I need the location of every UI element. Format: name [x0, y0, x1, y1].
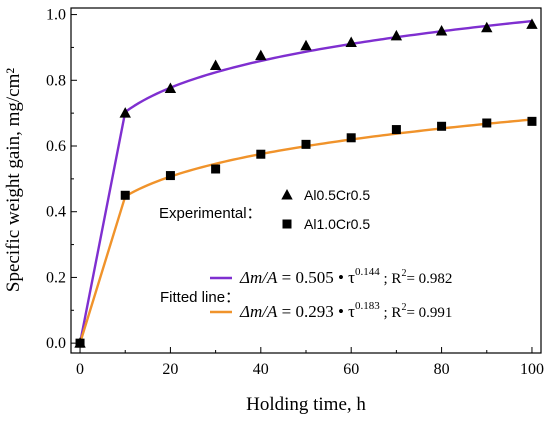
x-axis-label: Holding time, h: [246, 394, 366, 415]
marker-al0-5cr0-5: [435, 25, 448, 36]
marker-al1-0cr0-5: [120, 190, 130, 200]
fit-line-1: [78, 19, 533, 344]
x-tick-label: 40: [253, 361, 269, 378]
legend-square-icon: [282, 219, 292, 229]
marker-al1-0cr0-5: [527, 116, 537, 126]
fit-exponent: 0.183: [355, 300, 380, 312]
fit-lines: [78, 19, 533, 344]
x-tick-label: 80: [434, 361, 450, 378]
legend-fitted-label: Fitted line：: [160, 289, 240, 306]
legend-fit-equation-1: Δm/A = 0.505 • τ0.144 ; R2= 0.982: [239, 266, 452, 287]
legend-series-label: Al0.5Cr0.5: [304, 187, 370, 203]
legend-series-label: Al1.0Cr0.5: [304, 216, 370, 232]
fit-exponent: 0.144: [355, 266, 380, 278]
legend: Experimental： Al0.5Cr0.5 Al1.0Cr0.5 Fitte…: [159, 187, 452, 321]
marker-al0-5cr0-5: [345, 36, 357, 47]
marker-al0-5cr0-5: [481, 21, 493, 33]
marker-al0-5cr0-5: [526, 18, 538, 29]
fit-coefficient: = 0.293 • τ: [277, 302, 355, 321]
fit-lhs: Δm/A: [239, 302, 278, 321]
marker-al1-0cr0-5: [211, 164, 221, 174]
data-markers: [74, 18, 538, 348]
x-tick-label: 20: [162, 361, 178, 378]
fit-r2-superscript: 2: [401, 268, 406, 279]
marker-al0-5cr0-5: [164, 82, 177, 93]
marker-al1-0cr0-5: [75, 338, 85, 348]
fit-coefficient: = 0.505 • τ: [277, 268, 355, 287]
marker-al0-5cr0-5: [300, 39, 312, 51]
marker-al1-0cr0-5: [165, 171, 175, 181]
fit-lhs: Δm/A: [239, 268, 278, 287]
marker-al0-5cr0-5: [390, 29, 403, 41]
fit-r2-prefix: ; R: [380, 305, 402, 321]
fit-r2-prefix: ; R: [380, 271, 402, 287]
marker-al1-0cr0-5: [482, 118, 492, 128]
axis-ticks: 0 20 40 60 80 100 0.0 0.2 0.4 0.6 0.8 1.0: [46, 7, 544, 378]
x-tick-label: 0: [76, 361, 84, 378]
legend-fit-equation-2: Δm/A = 0.293 • τ0.183 ; R2= 0.991: [239, 300, 452, 321]
y-tick-label: 0.2: [46, 269, 66, 286]
marker-al1-0cr0-5: [346, 133, 356, 143]
marker-al1-0cr0-5: [391, 125, 401, 135]
marker-al1-0cr0-5: [437, 121, 447, 131]
fit-r2-value: = 0.991: [406, 305, 452, 321]
marker-al0-5cr0-5: [119, 107, 131, 118]
fit-r2-value: = 0.982: [406, 271, 452, 287]
legend-experimental-label: Experimental：: [159, 205, 262, 222]
marker-al1-0cr0-5: [256, 149, 266, 159]
marker-al0-5cr0-5: [255, 49, 267, 61]
marker-al1-0cr0-5: [301, 139, 311, 149]
fit-line-2: [78, 118, 533, 344]
y-tick-label: 1.0: [46, 7, 66, 24]
y-axis-label: Specific weight gain, mg/cm²: [3, 68, 24, 292]
y-tick-label: 0.0: [46, 335, 66, 352]
legend-experimental-items: Al0.5Cr0.5 Al1.0Cr0.5: [281, 187, 370, 232]
y-tick-label: 0.4: [46, 204, 66, 221]
fit-r2-superscript: 2: [401, 302, 406, 313]
x-tick-label: 60: [343, 361, 359, 378]
y-tick-label: 0.6: [46, 138, 66, 155]
marker-al0-5cr0-5: [209, 59, 222, 70]
x-tick-label: 100: [520, 361, 544, 378]
y-tick-label: 0.8: [46, 72, 66, 89]
legend-triangle-icon: [281, 189, 293, 200]
